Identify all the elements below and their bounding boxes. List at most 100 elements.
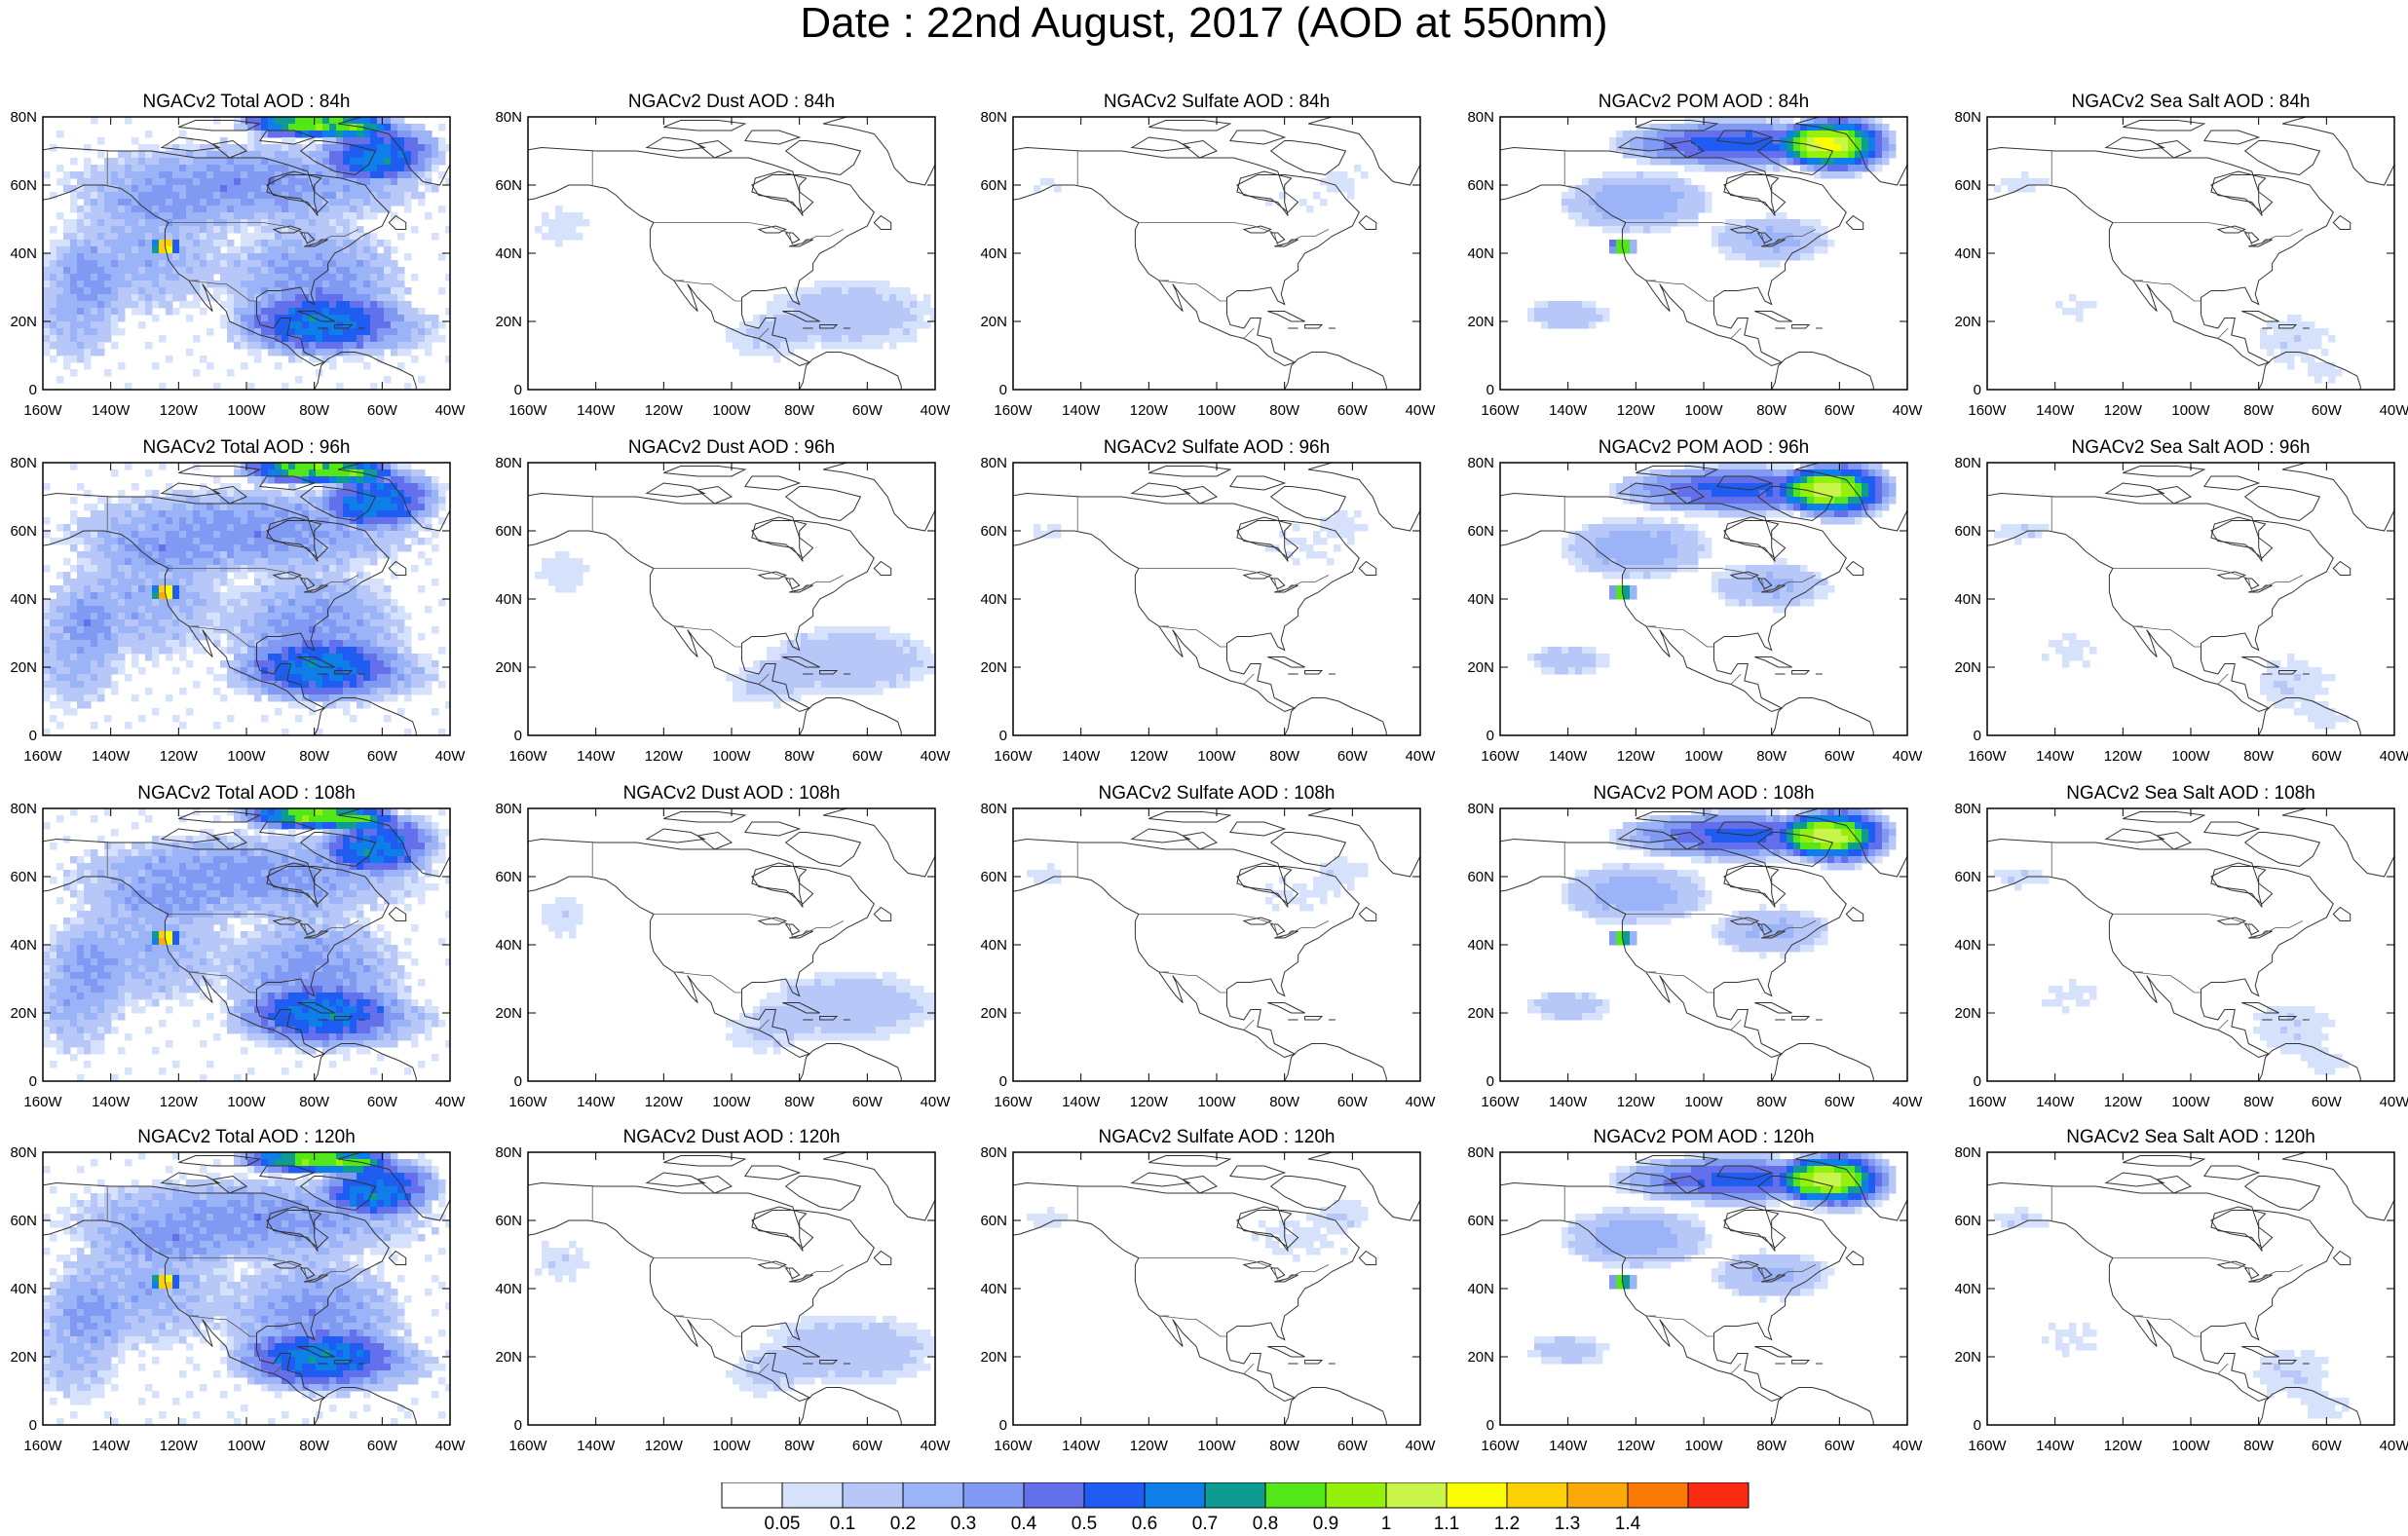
lon-tick-label: 100W — [712, 402, 751, 419]
panel-title: NGACv2 Dust AOD : 84h — [628, 92, 835, 112]
lon-tick-label: 140W — [92, 402, 131, 419]
lat-tick-label: 20N — [10, 1349, 37, 1366]
lat-tick-label: 40N — [1954, 245, 1981, 262]
lat-tick-label: 0 — [1486, 382, 1494, 398]
colorbar-swatch — [1024, 1482, 1084, 1508]
lon-tick-label: 40W — [435, 748, 467, 765]
lon-tick-label: 60W — [367, 748, 398, 765]
lon-tick-label: 80W — [299, 1094, 330, 1110]
lon-tick-label: 100W — [712, 1438, 751, 1454]
lat-tick-label: 60N — [1954, 523, 1981, 540]
lat-tick-label: 80N — [1954, 109, 1981, 126]
lon-tick-label: 60W — [1825, 1438, 1856, 1454]
lon-tick-label: 120W — [2104, 1438, 2143, 1454]
lat-tick-label: 80N — [1954, 455, 1981, 471]
lon-tick-label: 100W — [227, 748, 266, 765]
lon-tick-label: 100W — [227, 402, 266, 419]
panel-title: NGACv2 POM AOD : 96h — [1599, 437, 1809, 458]
lon-tick-label: 140W — [1062, 1094, 1101, 1110]
lat-tick-label: 80N — [495, 455, 522, 471]
lon-tick-label: 140W — [577, 1438, 616, 1454]
lon-tick-label: 120W — [160, 748, 199, 765]
colorbar-swatch — [843, 1482, 903, 1508]
lon-tick-label: 160W — [23, 748, 62, 765]
lon-tick-label: 40W — [921, 402, 952, 419]
lat-tick-label: 0 — [29, 1417, 37, 1434]
lat-tick-label: 60N — [495, 523, 522, 540]
lat-tick-label: 20N — [1954, 1349, 1981, 1366]
colorbar-swatch — [1205, 1482, 1265, 1508]
colorbar-swatch — [1688, 1482, 1749, 1508]
lon-tick-label: 80W — [2243, 1438, 2275, 1454]
lat-tick-label: 0 — [1486, 728, 1494, 744]
lat-tick-label: 80N — [980, 1144, 1007, 1161]
lat-tick-label: 60N — [980, 869, 1007, 885]
colorbar-swatch — [1628, 1482, 1688, 1508]
lat-tick-label: 0 — [999, 382, 1007, 398]
lon-tick-label: 80W — [1269, 402, 1300, 419]
lon-tick-label: 80W — [1756, 402, 1787, 419]
colorbar-swatch — [1567, 1482, 1628, 1508]
lon-tick-label: 120W — [1130, 748, 1169, 765]
lat-tick-label: 0 — [1974, 1073, 1981, 1090]
lon-tick-label: 160W — [1481, 748, 1520, 765]
lat-tick-label: 80N — [10, 109, 37, 126]
lon-tick-label: 40W — [435, 402, 467, 419]
panel-title: NGACv2 Total AOD : 120h — [137, 1127, 356, 1147]
lon-tick-label: 40W — [2380, 1438, 2408, 1454]
lat-tick-label: 40N — [980, 937, 1007, 954]
panel-title: NGACv2 Sea Salt AOD : 108h — [2066, 783, 2315, 804]
lat-tick-label: 40N — [10, 1281, 37, 1297]
lat-tick-label: 40N — [980, 1281, 1007, 1297]
lat-tick-label: 80N — [1467, 455, 1494, 471]
lat-tick-label: 80N — [495, 109, 522, 126]
colorbar-label: 1.3 — [1555, 1514, 1580, 1531]
lon-tick-label: 80W — [299, 1438, 330, 1454]
lon-tick-label: 80W — [299, 748, 330, 765]
lat-tick-label: 60N — [1467, 523, 1494, 540]
colorbar-swatch — [963, 1482, 1024, 1508]
lon-tick-label: 100W — [1197, 748, 1236, 765]
lon-tick-label: 60W — [2312, 1438, 2343, 1454]
lat-tick-label: 20N — [495, 1005, 522, 1022]
lon-tick-label: 100W — [1684, 748, 1723, 765]
lon-tick-label: 120W — [1617, 1438, 1656, 1454]
lon-tick-label: 80W — [299, 402, 330, 419]
lat-tick-label: 0 — [29, 728, 37, 744]
lat-tick-label: 0 — [514, 1417, 522, 1434]
lat-tick-label: 0 — [1486, 1417, 1494, 1434]
lon-tick-label: 100W — [2171, 1094, 2210, 1110]
panel-title: NGACv2 Dust AOD : 120h — [623, 1127, 841, 1147]
lon-tick-label: 40W — [1406, 1094, 1437, 1110]
lat-tick-label: 20N — [10, 1005, 37, 1022]
lat-tick-label: 80N — [1954, 801, 1981, 817]
lat-tick-label: 0 — [999, 1073, 1007, 1090]
lon-tick-label: 160W — [23, 1094, 62, 1110]
lat-tick-label: 40N — [980, 591, 1007, 608]
lat-tick-label: 20N — [1954, 1005, 1981, 1022]
lon-tick-label: 60W — [2312, 1094, 2343, 1110]
lat-tick-label: 60N — [1954, 869, 1981, 885]
lon-tick-label: 60W — [367, 1094, 398, 1110]
lat-tick-label: 80N — [10, 801, 37, 817]
lon-tick-label: 60W — [1337, 1438, 1369, 1454]
